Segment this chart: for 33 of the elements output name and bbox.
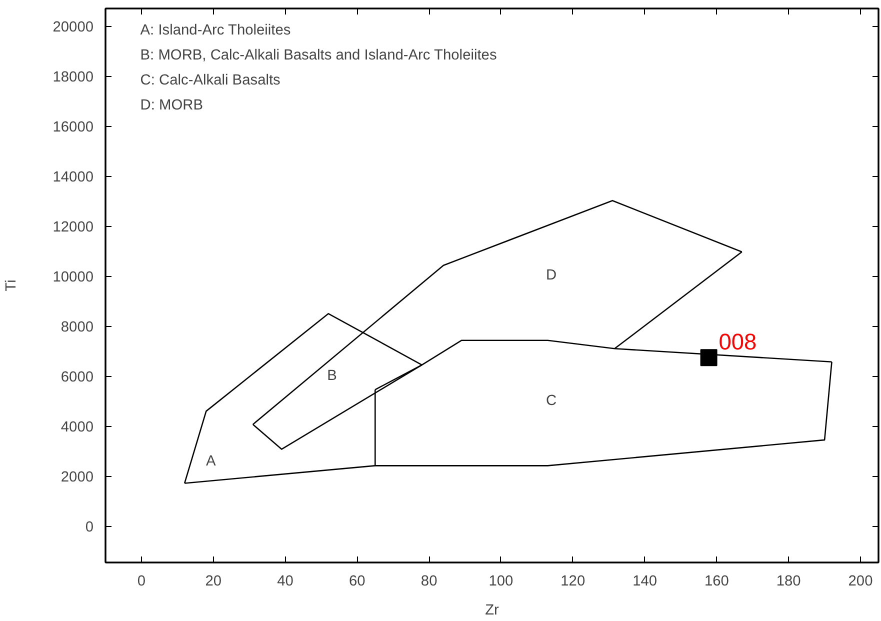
annotation: B: MORB, Calc-Alkali Basalts and Island-Arc Tholeiites	[140, 48, 497, 64]
y-tick-label: 2000	[60, 470, 94, 486]
x-tick-label: 200	[848, 574, 873, 590]
x-tick-label: 160	[704, 574, 729, 590]
x-tick-label: 20	[205, 574, 222, 590]
y-tick-label: 20000	[52, 20, 94, 36]
annotation: 008	[718, 328, 757, 355]
y-tick-label: 18000	[52, 70, 94, 86]
y-tick-label: 6000	[60, 370, 94, 386]
x-axis-title: Zr	[485, 602, 500, 618]
y-tick-label: 8000	[60, 320, 94, 336]
annotation: D	[546, 268, 557, 284]
y-axis-title: Ti	[4, 280, 20, 292]
x-tick-label: 180	[776, 574, 801, 590]
y-tick-label: 14000	[52, 170, 94, 186]
y-tick-label: 12000	[52, 220, 94, 236]
y-tick-label: 4000	[60, 420, 94, 436]
x-tick-label: 80	[420, 574, 438, 590]
annotation: A: Island-Arc Tholeiites	[140, 22, 291, 39]
y-tick-label: 16000	[52, 120, 94, 136]
annotation: C: Calc-Alkali Basalts	[140, 72, 280, 89]
x-tick-label: 100	[488, 574, 514, 590]
x-tick-label: 60	[349, 574, 366, 590]
x-tick-label: 140	[632, 574, 658, 590]
x-tick-label: 120	[560, 574, 586, 590]
x-tick-label: 40	[277, 574, 294, 590]
y-tick-label: 10000	[52, 270, 94, 286]
annotation: D: MORB	[140, 97, 203, 114]
annotation: C	[546, 393, 558, 410]
x-tick-label: 0	[137, 574, 146, 590]
y-tick-label: 0	[85, 520, 94, 536]
annotation: B	[327, 368, 337, 384]
annotation: A	[206, 453, 216, 470]
